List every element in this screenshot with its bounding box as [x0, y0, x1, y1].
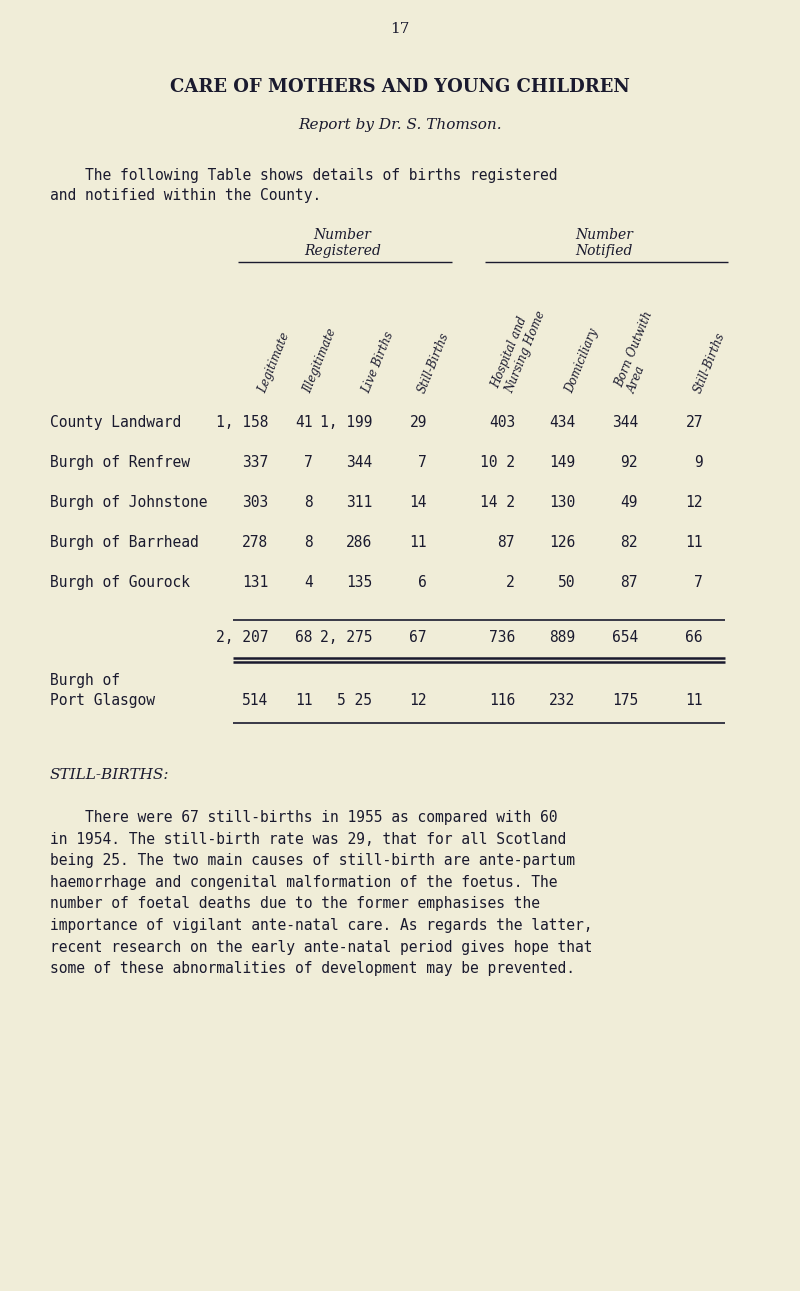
Text: Notified: Notified [575, 244, 633, 258]
Text: 66: 66 [686, 630, 703, 646]
Text: and notified within the County.: and notified within the County. [50, 188, 322, 203]
Text: 131: 131 [242, 574, 268, 590]
Text: 68: 68 [295, 630, 313, 646]
Text: 130: 130 [549, 494, 575, 510]
Text: Burgh of Barrhead: Burgh of Barrhead [50, 534, 198, 550]
Text: 1, 199: 1, 199 [319, 414, 372, 430]
Text: Burgh of Gourock: Burgh of Gourock [50, 574, 190, 590]
Text: 11: 11 [410, 534, 427, 550]
Text: 8: 8 [304, 494, 313, 510]
Text: County Landward: County Landward [50, 414, 182, 430]
Text: Burgh of: Burgh of [50, 673, 120, 688]
Text: 303: 303 [242, 494, 268, 510]
Text: 889: 889 [549, 630, 575, 646]
Text: 654: 654 [612, 630, 638, 646]
Text: 49: 49 [621, 494, 638, 510]
Text: 135: 135 [346, 574, 372, 590]
Text: 344: 344 [612, 414, 638, 430]
Text: 7: 7 [304, 454, 313, 470]
Text: 87: 87 [621, 574, 638, 590]
Text: 286: 286 [346, 534, 372, 550]
Text: 278: 278 [242, 534, 268, 550]
Text: 126: 126 [549, 534, 575, 550]
Text: 434: 434 [549, 414, 575, 430]
Text: 1, 158: 1, 158 [215, 414, 268, 430]
Text: 87: 87 [498, 534, 515, 550]
Text: Illegitimate: Illegitimate [301, 327, 338, 395]
Text: Still-Births: Still-Births [691, 330, 727, 395]
Text: Report by Dr. S. Thomson.: Report by Dr. S. Thomson. [298, 117, 502, 132]
Text: The following Table shows details of births registered: The following Table shows details of bir… [50, 168, 558, 183]
Text: 116: 116 [489, 693, 515, 707]
Text: 175: 175 [612, 693, 638, 707]
Text: 2, 275: 2, 275 [319, 630, 372, 646]
Text: Number: Number [314, 229, 371, 241]
Text: CARE OF MOTHERS AND YOUNG CHILDREN: CARE OF MOTHERS AND YOUNG CHILDREN [170, 77, 630, 96]
Text: 9: 9 [694, 454, 703, 470]
Text: STILL-BIRTHS:: STILL-BIRTHS: [50, 768, 170, 782]
Text: 11: 11 [686, 693, 703, 707]
Text: 514: 514 [242, 693, 268, 707]
Text: 41: 41 [295, 414, 313, 430]
Text: Born Outwith
Area: Born Outwith Area [613, 310, 668, 395]
Text: 6: 6 [418, 574, 427, 590]
Text: 17: 17 [390, 22, 410, 36]
Text: 14 2: 14 2 [480, 494, 515, 510]
Text: 2, 207: 2, 207 [215, 630, 268, 646]
Text: Port Glasgow: Port Glasgow [50, 693, 155, 707]
Text: 311: 311 [346, 494, 372, 510]
Text: 149: 149 [549, 454, 575, 470]
Text: 7: 7 [418, 454, 427, 470]
Text: 12: 12 [686, 494, 703, 510]
Text: 11: 11 [686, 534, 703, 550]
Text: Still-Births: Still-Births [415, 330, 451, 395]
Text: 403: 403 [489, 414, 515, 430]
Text: Live Births: Live Births [360, 329, 397, 395]
Text: There were 67 still-births in 1955 as compared with 60
in 1954. The still-birth : There were 67 still-births in 1955 as co… [50, 809, 593, 976]
Text: 337: 337 [242, 454, 268, 470]
Text: 14: 14 [410, 494, 427, 510]
Text: 2: 2 [506, 574, 515, 590]
Text: 736: 736 [489, 630, 515, 646]
Text: Burgh of Renfrew: Burgh of Renfrew [50, 454, 190, 470]
Text: Burgh of Johnstone: Burgh of Johnstone [50, 494, 207, 510]
Text: 232: 232 [549, 693, 575, 707]
Text: 92: 92 [621, 454, 638, 470]
Text: Legitimate: Legitimate [256, 330, 292, 395]
Text: 12: 12 [410, 693, 427, 707]
Text: 7: 7 [694, 574, 703, 590]
Text: 67: 67 [410, 630, 427, 646]
Text: 11: 11 [295, 693, 313, 707]
Text: 344: 344 [346, 454, 372, 470]
Text: 50: 50 [558, 574, 575, 590]
Text: 10 2: 10 2 [480, 454, 515, 470]
Text: 29: 29 [410, 414, 427, 430]
Text: Hospital and
Nursing Home: Hospital and Nursing Home [490, 303, 548, 395]
Text: Number: Number [575, 229, 633, 241]
Text: 27: 27 [686, 414, 703, 430]
Text: Domiciliary: Domiciliary [563, 327, 601, 395]
Text: 8: 8 [304, 534, 313, 550]
Text: 4: 4 [304, 574, 313, 590]
Text: Registered: Registered [304, 244, 381, 258]
Text: 5 25: 5 25 [337, 693, 372, 707]
Text: 82: 82 [621, 534, 638, 550]
